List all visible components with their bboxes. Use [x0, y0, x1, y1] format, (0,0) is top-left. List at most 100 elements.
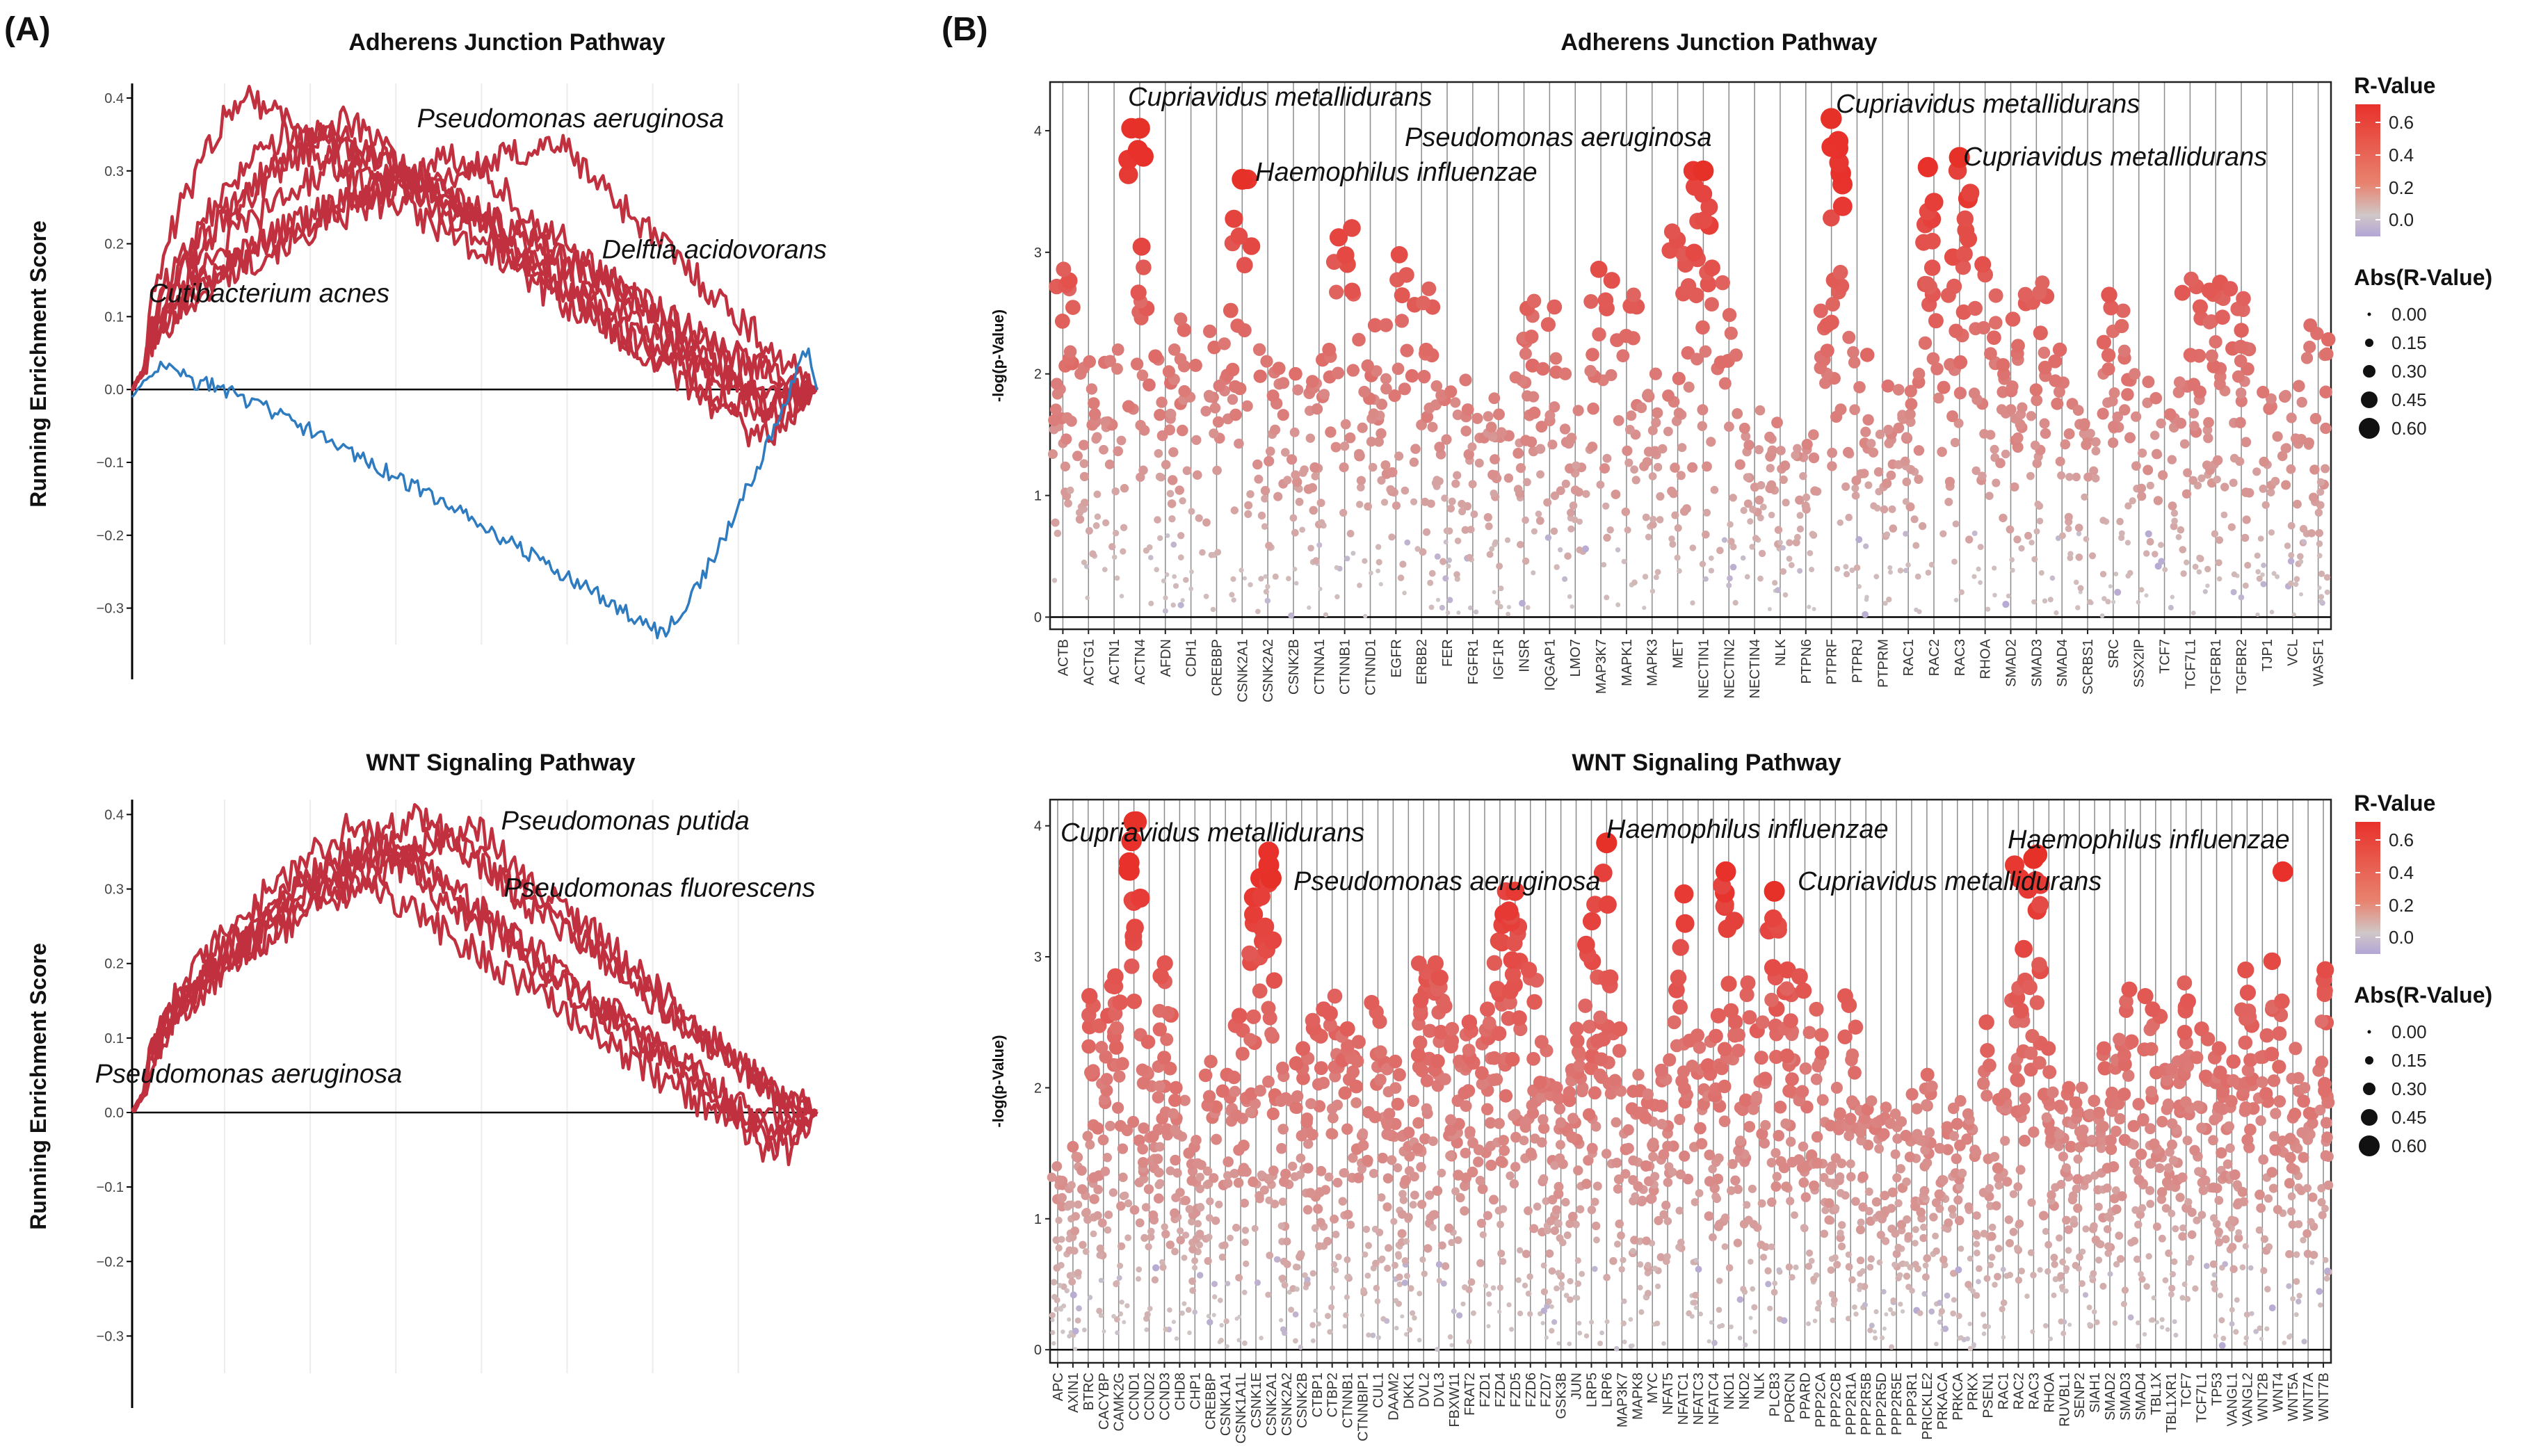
gene-point [1343, 1209, 1353, 1220]
gene-point [1390, 1218, 1398, 1225]
gene-point [1567, 1296, 1574, 1303]
gene-point [1827, 447, 1838, 458]
gene-point [1533, 1202, 1542, 1211]
highlight-point [1764, 880, 1785, 902]
gene-point [2168, 1156, 2179, 1165]
gene-point [1358, 385, 1371, 398]
gene-point [2286, 412, 2297, 423]
gene-point [1892, 1249, 1901, 1259]
gene-point [1280, 1257, 1288, 1265]
gene-point [2269, 1144, 2282, 1156]
gene-point [1346, 530, 1355, 537]
gene-point [2213, 476, 2221, 484]
gene-point [1995, 458, 2006, 469]
gene-point [1599, 1330, 1605, 1336]
gene-point [1538, 1114, 1549, 1125]
gene-point [1227, 394, 1239, 405]
gene-point [1905, 562, 1911, 568]
gene-point [1682, 1174, 1694, 1185]
gene-point [1391, 362, 1405, 375]
gene-point [2061, 1163, 2071, 1173]
size-legend-label: 0.45 [2391, 1107, 2427, 1128]
gene-point [1485, 1117, 1497, 1129]
gene-point [1435, 1347, 1440, 1352]
gene-point [2108, 1161, 2120, 1172]
gene-point [1231, 597, 1236, 603]
species-annotation: Pseudomonas aeruginosa [1405, 123, 1712, 152]
gene-point [1949, 1131, 1960, 1142]
gene-point [2143, 464, 2154, 476]
gene-point [1706, 437, 1716, 447]
gene-point [2179, 1224, 2187, 1232]
gene-point [1808, 452, 1820, 464]
gene-point [2122, 1069, 2135, 1082]
gene-point [2197, 1211, 2207, 1220]
x-tick-label: TJP1 [2260, 639, 2275, 672]
gene-point [1434, 553, 1441, 560]
gene-point [1296, 1153, 1306, 1163]
gene-point [2096, 334, 2111, 350]
x-tick-label: FZD5 [1508, 1373, 1524, 1407]
gene-point [1192, 1309, 1197, 1315]
gene-point [1821, 1206, 1830, 1215]
gene-point [1545, 1249, 1554, 1258]
gene-point [1654, 569, 1661, 575]
gene-point [1834, 403, 1847, 416]
y-tick-label: 0 [1034, 610, 1042, 626]
gene-point [1120, 484, 1129, 493]
x-tick-label: SCRBS1 [2081, 639, 2096, 695]
gene-point [2190, 1051, 2204, 1065]
gene-point [2040, 1041, 2056, 1056]
gene-point [1531, 528, 1538, 535]
x-tick-label: EGFR [1389, 639, 1404, 678]
gene-point [1743, 499, 1752, 508]
gene-point [1295, 497, 1304, 506]
gene-point [2001, 449, 2010, 459]
gene-point [1510, 1131, 1522, 1143]
gene-point [1116, 1275, 1122, 1281]
gene-point [1219, 1322, 1224, 1328]
gene-point [1702, 461, 1712, 472]
gene-point [1586, 1142, 1598, 1154]
gene-point [2079, 1248, 2086, 1255]
gene-point [1582, 912, 1602, 931]
gene-point [2301, 1338, 2307, 1345]
gene-point [2075, 553, 2083, 561]
gene-point [1076, 1305, 1082, 1312]
x-tick-label: TCF7 [2179, 1373, 2195, 1407]
gene-point [1961, 184, 1980, 202]
gene-point [1174, 1336, 1179, 1341]
gene-point [2302, 1229, 2312, 1238]
x-tick-label: CSNK2B [1286, 639, 1302, 695]
gene-point [1362, 558, 1368, 564]
gene-point [1654, 1063, 1668, 1077]
gene-point [2187, 1230, 2197, 1239]
gene-point [1054, 529, 1062, 537]
gene-point [1642, 513, 1650, 521]
size-legend-dot [2363, 1083, 2375, 1095]
gene-point [2175, 534, 2182, 540]
gene-point [1941, 1121, 1953, 1133]
gene-point [2260, 1235, 2268, 1243]
gene-point [1138, 1157, 1149, 1168]
gene-point [2229, 1307, 2235, 1313]
gene-point [2188, 1254, 2195, 1262]
gene-point [1080, 499, 1089, 507]
gene-point [1743, 1342, 1748, 1348]
gene-point [2163, 1163, 2174, 1173]
gene-point [2321, 1131, 2333, 1143]
gene-point [2102, 362, 2115, 376]
gene-point [1795, 495, 1805, 505]
gene-point [1848, 356, 1861, 369]
gene-point [1084, 564, 1090, 569]
gene-point [2031, 957, 2047, 973]
gene-point [1318, 586, 1323, 592]
gene-point [1925, 569, 1932, 576]
gene-point [1177, 532, 1185, 540]
gene-point [1055, 1216, 1063, 1224]
gene-point [1317, 1076, 1330, 1090]
x-tick-label: IGF1R [1492, 639, 1507, 680]
gene-point [1330, 1261, 1338, 1268]
gene-point [1667, 486, 1677, 496]
gene-point [1554, 564, 1560, 570]
